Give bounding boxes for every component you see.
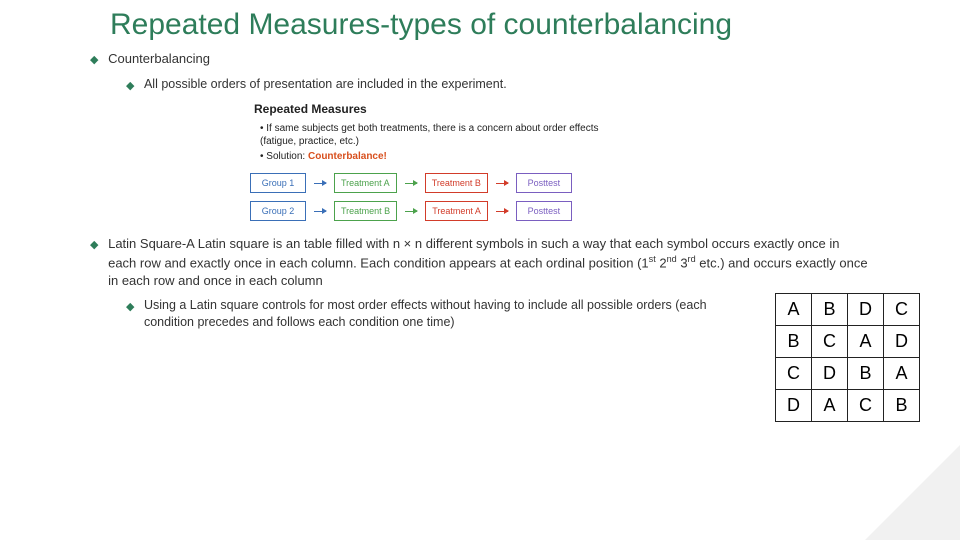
arrow-icon	[314, 211, 326, 212]
slide: Repeated Measures-types of counterbalanc…	[0, 0, 960, 540]
diamond-icon: ◆	[90, 238, 98, 251]
diagram-bullet-2: • Solution: Counterbalance!	[260, 150, 600, 163]
bullet-all-possible: ◆ All possible orders of presentation ar…	[126, 76, 920, 93]
latin-square-text: Latin Square-A Latin square is an table …	[108, 235, 868, 289]
box-group1: Group 1	[250, 173, 306, 193]
arrow-icon	[405, 183, 417, 184]
counterbalancing-label: Counterbalancing	[108, 50, 210, 68]
diamond-icon: ◆	[126, 79, 134, 92]
box-posttest: Posttest	[516, 173, 572, 193]
table-row: DACB	[776, 390, 920, 422]
latin-sub-text: Using a Latin square controls for most o…	[144, 297, 734, 331]
diagram-title: Repeated Measures	[254, 102, 600, 116]
diagram-bullets: • If same subjects get both treatments, …	[260, 122, 600, 163]
box-treatment-b: Treatment B	[425, 173, 488, 193]
diagram-bullet-1: • If same subjects get both treatments, …	[260, 122, 600, 148]
arrow-icon	[496, 183, 508, 184]
repeated-measures-diagram: Repeated Measures • If same subjects get…	[250, 102, 600, 221]
diamond-icon: ◆	[126, 300, 134, 313]
corner-decoration	[865, 445, 960, 540]
table-row: ABDC	[776, 294, 920, 326]
box-posttest2: Posttest	[516, 201, 572, 221]
box-group2: Group 2	[250, 201, 306, 221]
bullet-latin-sub: ◆ Using a Latin square controls for most…	[126, 297, 757, 331]
latin-square-row: ◆ Using a Latin square controls for most…	[90, 297, 920, 422]
diagram-row-1: Group 1 Treatment A Treatment B Posttest	[250, 173, 600, 193]
box-treatment-a: Treatment A	[334, 173, 397, 193]
bullet-latin-square: ◆ Latin Square-A Latin square is an tabl…	[90, 235, 920, 289]
all-possible-text: All possible orders of presentation are …	[144, 76, 507, 93]
bullet-counterbalancing: ◆ Counterbalancing	[90, 50, 920, 68]
arrow-icon	[496, 211, 508, 212]
diagram-row-2: Group 2 Treatment B Treatment A Posttest	[250, 201, 600, 221]
table-row: BCAD	[776, 326, 920, 358]
arrow-icon	[405, 211, 417, 212]
diamond-icon: ◆	[90, 53, 98, 66]
arrow-icon	[314, 183, 326, 184]
table-row: CDBA	[776, 358, 920, 390]
page-title: Repeated Measures-types of counterbalanc…	[110, 8, 920, 42]
latin-square-table: ABDC BCAD CDBA DACB	[775, 293, 920, 422]
box-treatment-b2: Treatment B	[334, 201, 397, 221]
box-treatment-a2: Treatment A	[425, 201, 488, 221]
